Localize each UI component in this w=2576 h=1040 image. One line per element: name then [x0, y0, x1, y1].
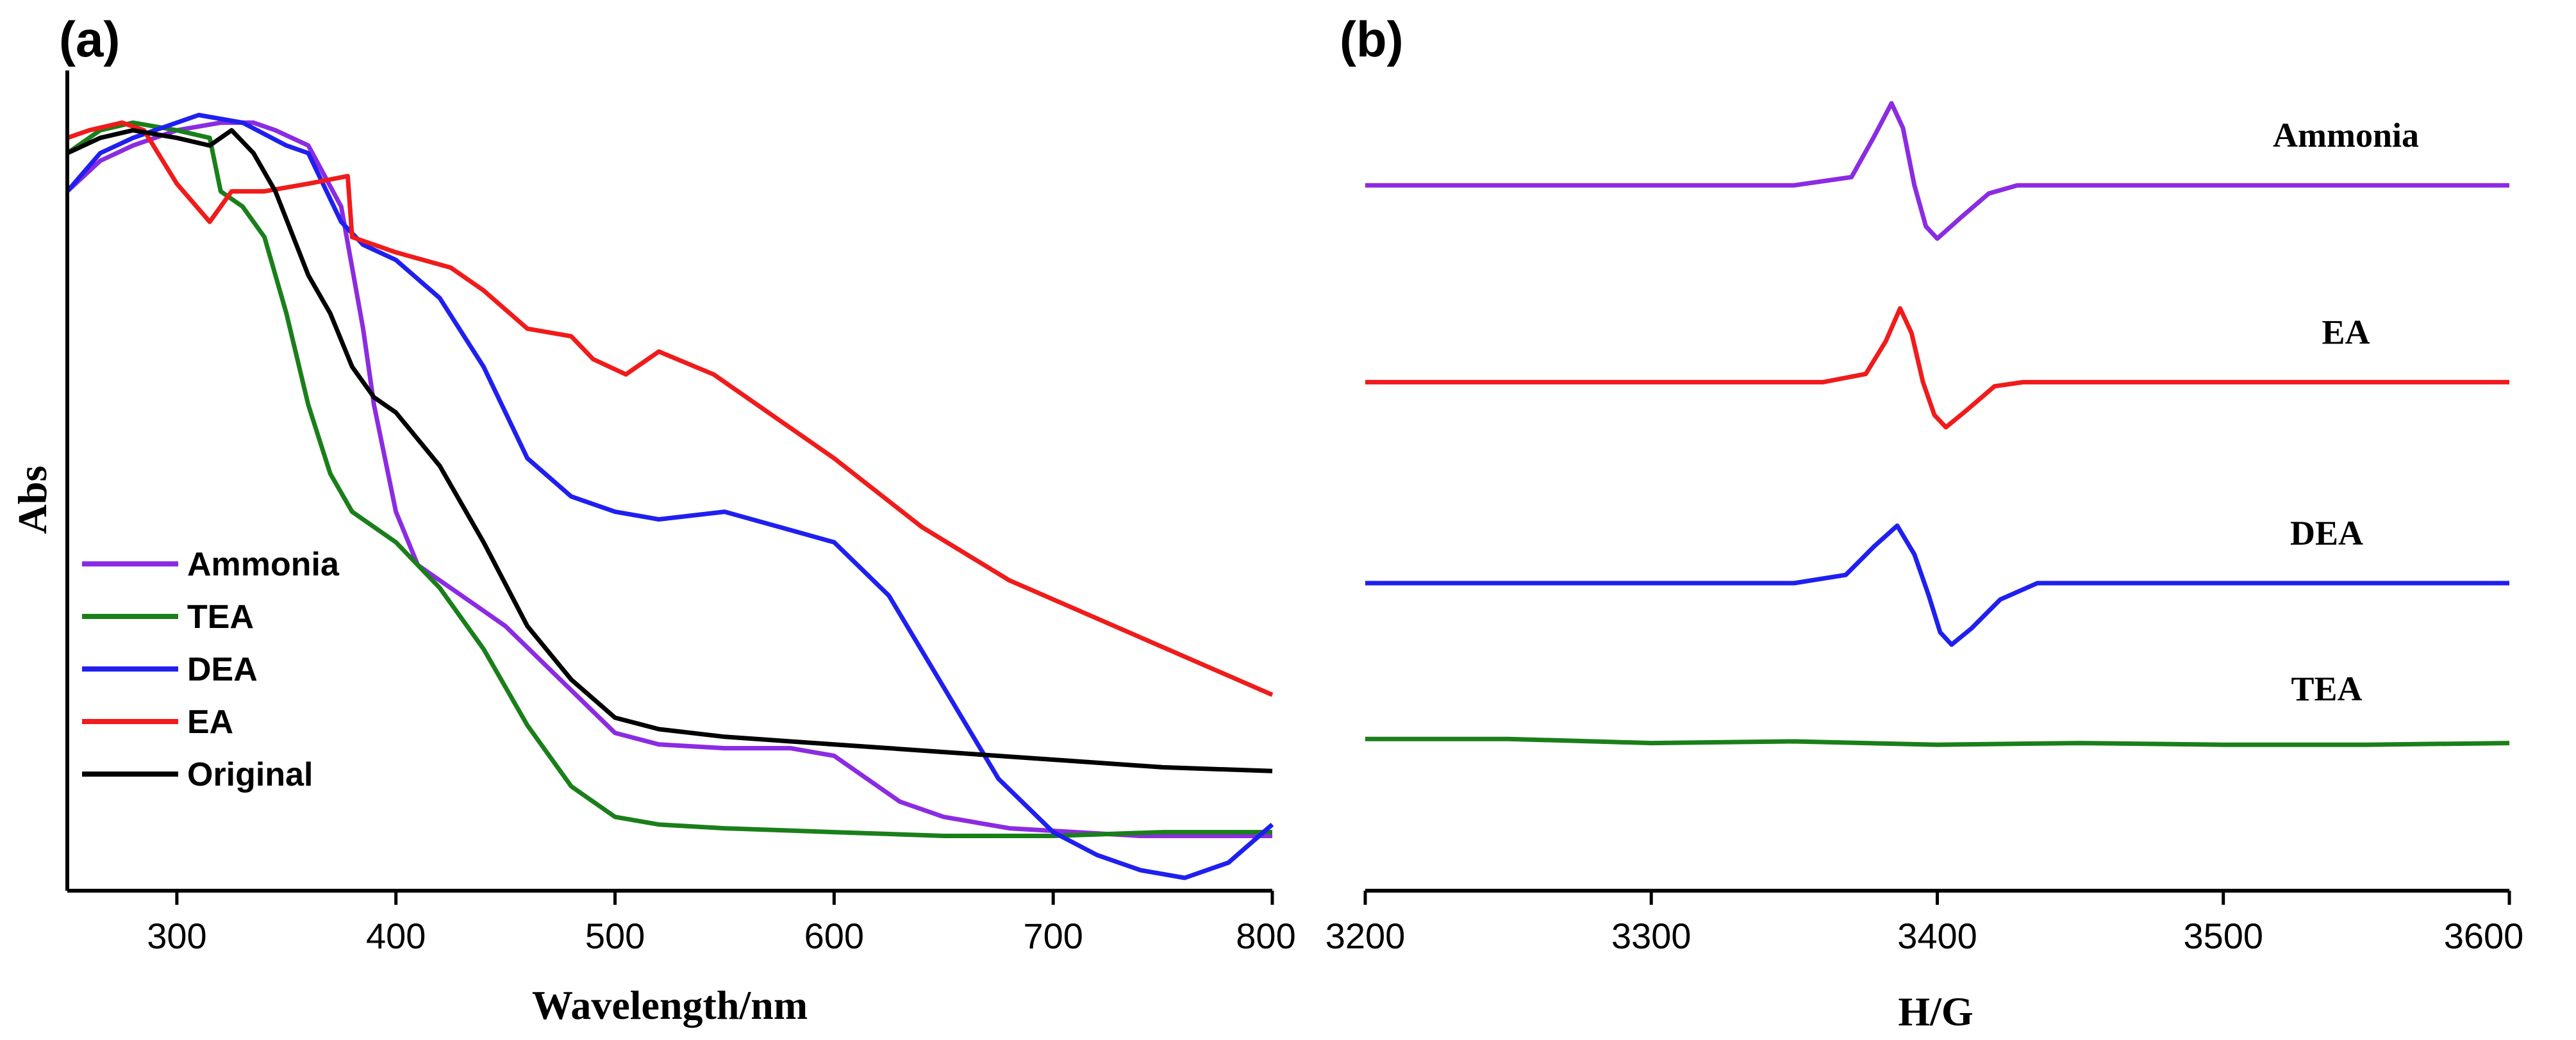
panel-b-series-ea — [1365, 306, 2509, 430]
panel-b-label-ammonia: Ammonia — [2273, 116, 2419, 154]
panel-a-ticks: 300 400 500 600 700 800 — [147, 891, 1296, 956]
panel-b-label-dea: DEA — [2290, 514, 2363, 552]
legend-label-ea: EA — [187, 704, 233, 741]
panel-a: (a) 300 400 500 600 700 800 Wavelength/nm Abs… — [10, 11, 1296, 1028]
panel-a-x-title: Wavelength/nm — [532, 982, 808, 1028]
panel-b-x-tick-label: 3200 — [1325, 916, 1406, 956]
legend-label-tea: TEA — [187, 598, 254, 636]
panel-a-series-dea — [65, 113, 1274, 880]
panel-a-series-group — [65, 113, 1274, 880]
panel-a-series-ea — [66, 120, 1274, 697]
panel-b-label: (b) — [1340, 11, 1404, 67]
panel-b-series-tea — [1365, 736, 2510, 747]
panel-b-series-labels: Ammonia EA DEA TEA — [2273, 116, 2419, 708]
panel-b-x-tick-label: 3400 — [1897, 916, 1977, 956]
panel-a-series-tea — [66, 120, 1272, 838]
panel-b-series-group — [1365, 101, 2510, 747]
panel-a-x-tick-label: 300 — [147, 916, 206, 956]
legend-label-original: Original — [187, 756, 313, 793]
panel-a-series-original — [66, 128, 1273, 773]
legend-label-ammonia: Ammonia — [187, 546, 340, 583]
panel-b-series-ammonia — [1365, 101, 2509, 241]
panel-a-y-title: Abs — [10, 466, 55, 534]
panel-b-ticks: 3200 3300 3400 3500 3600 — [1325, 891, 2524, 956]
panel-a-x-tick-label: 400 — [366, 916, 426, 956]
panel-b-series-dea — [1365, 523, 2509, 647]
panel-b-label-tea: TEA — [2291, 670, 2362, 708]
panel-a-label: (a) — [59, 11, 120, 67]
panel-a-series-ammonia — [65, 120, 1272, 838]
panel-b-x-tick-label: 3300 — [1611, 916, 1691, 956]
panel-b-x-tick-label: 3600 — [2444, 916, 2524, 956]
panel-a-legend: Ammonia TEA DEA EA Original — [82, 546, 340, 793]
panel-a-x-tick-label: 500 — [585, 916, 645, 956]
panel-b: (b) 3200 3300 3400 3500 3600 H/G Ammonia EA DE… — [1325, 11, 2524, 1034]
panel-a-x-tick-label: 700 — [1023, 916, 1083, 956]
panel-a-x-tick-label: 800 — [1236, 916, 1295, 956]
panel-b-x-tick-label: 3500 — [2183, 916, 2263, 956]
panel-b-x-title: H/G — [1898, 989, 1973, 1034]
panel-a-x-tick-label: 600 — [804, 916, 864, 956]
legend-label-dea: DEA — [187, 651, 258, 688]
panel-b-label-ea: EA — [2322, 313, 2370, 351]
